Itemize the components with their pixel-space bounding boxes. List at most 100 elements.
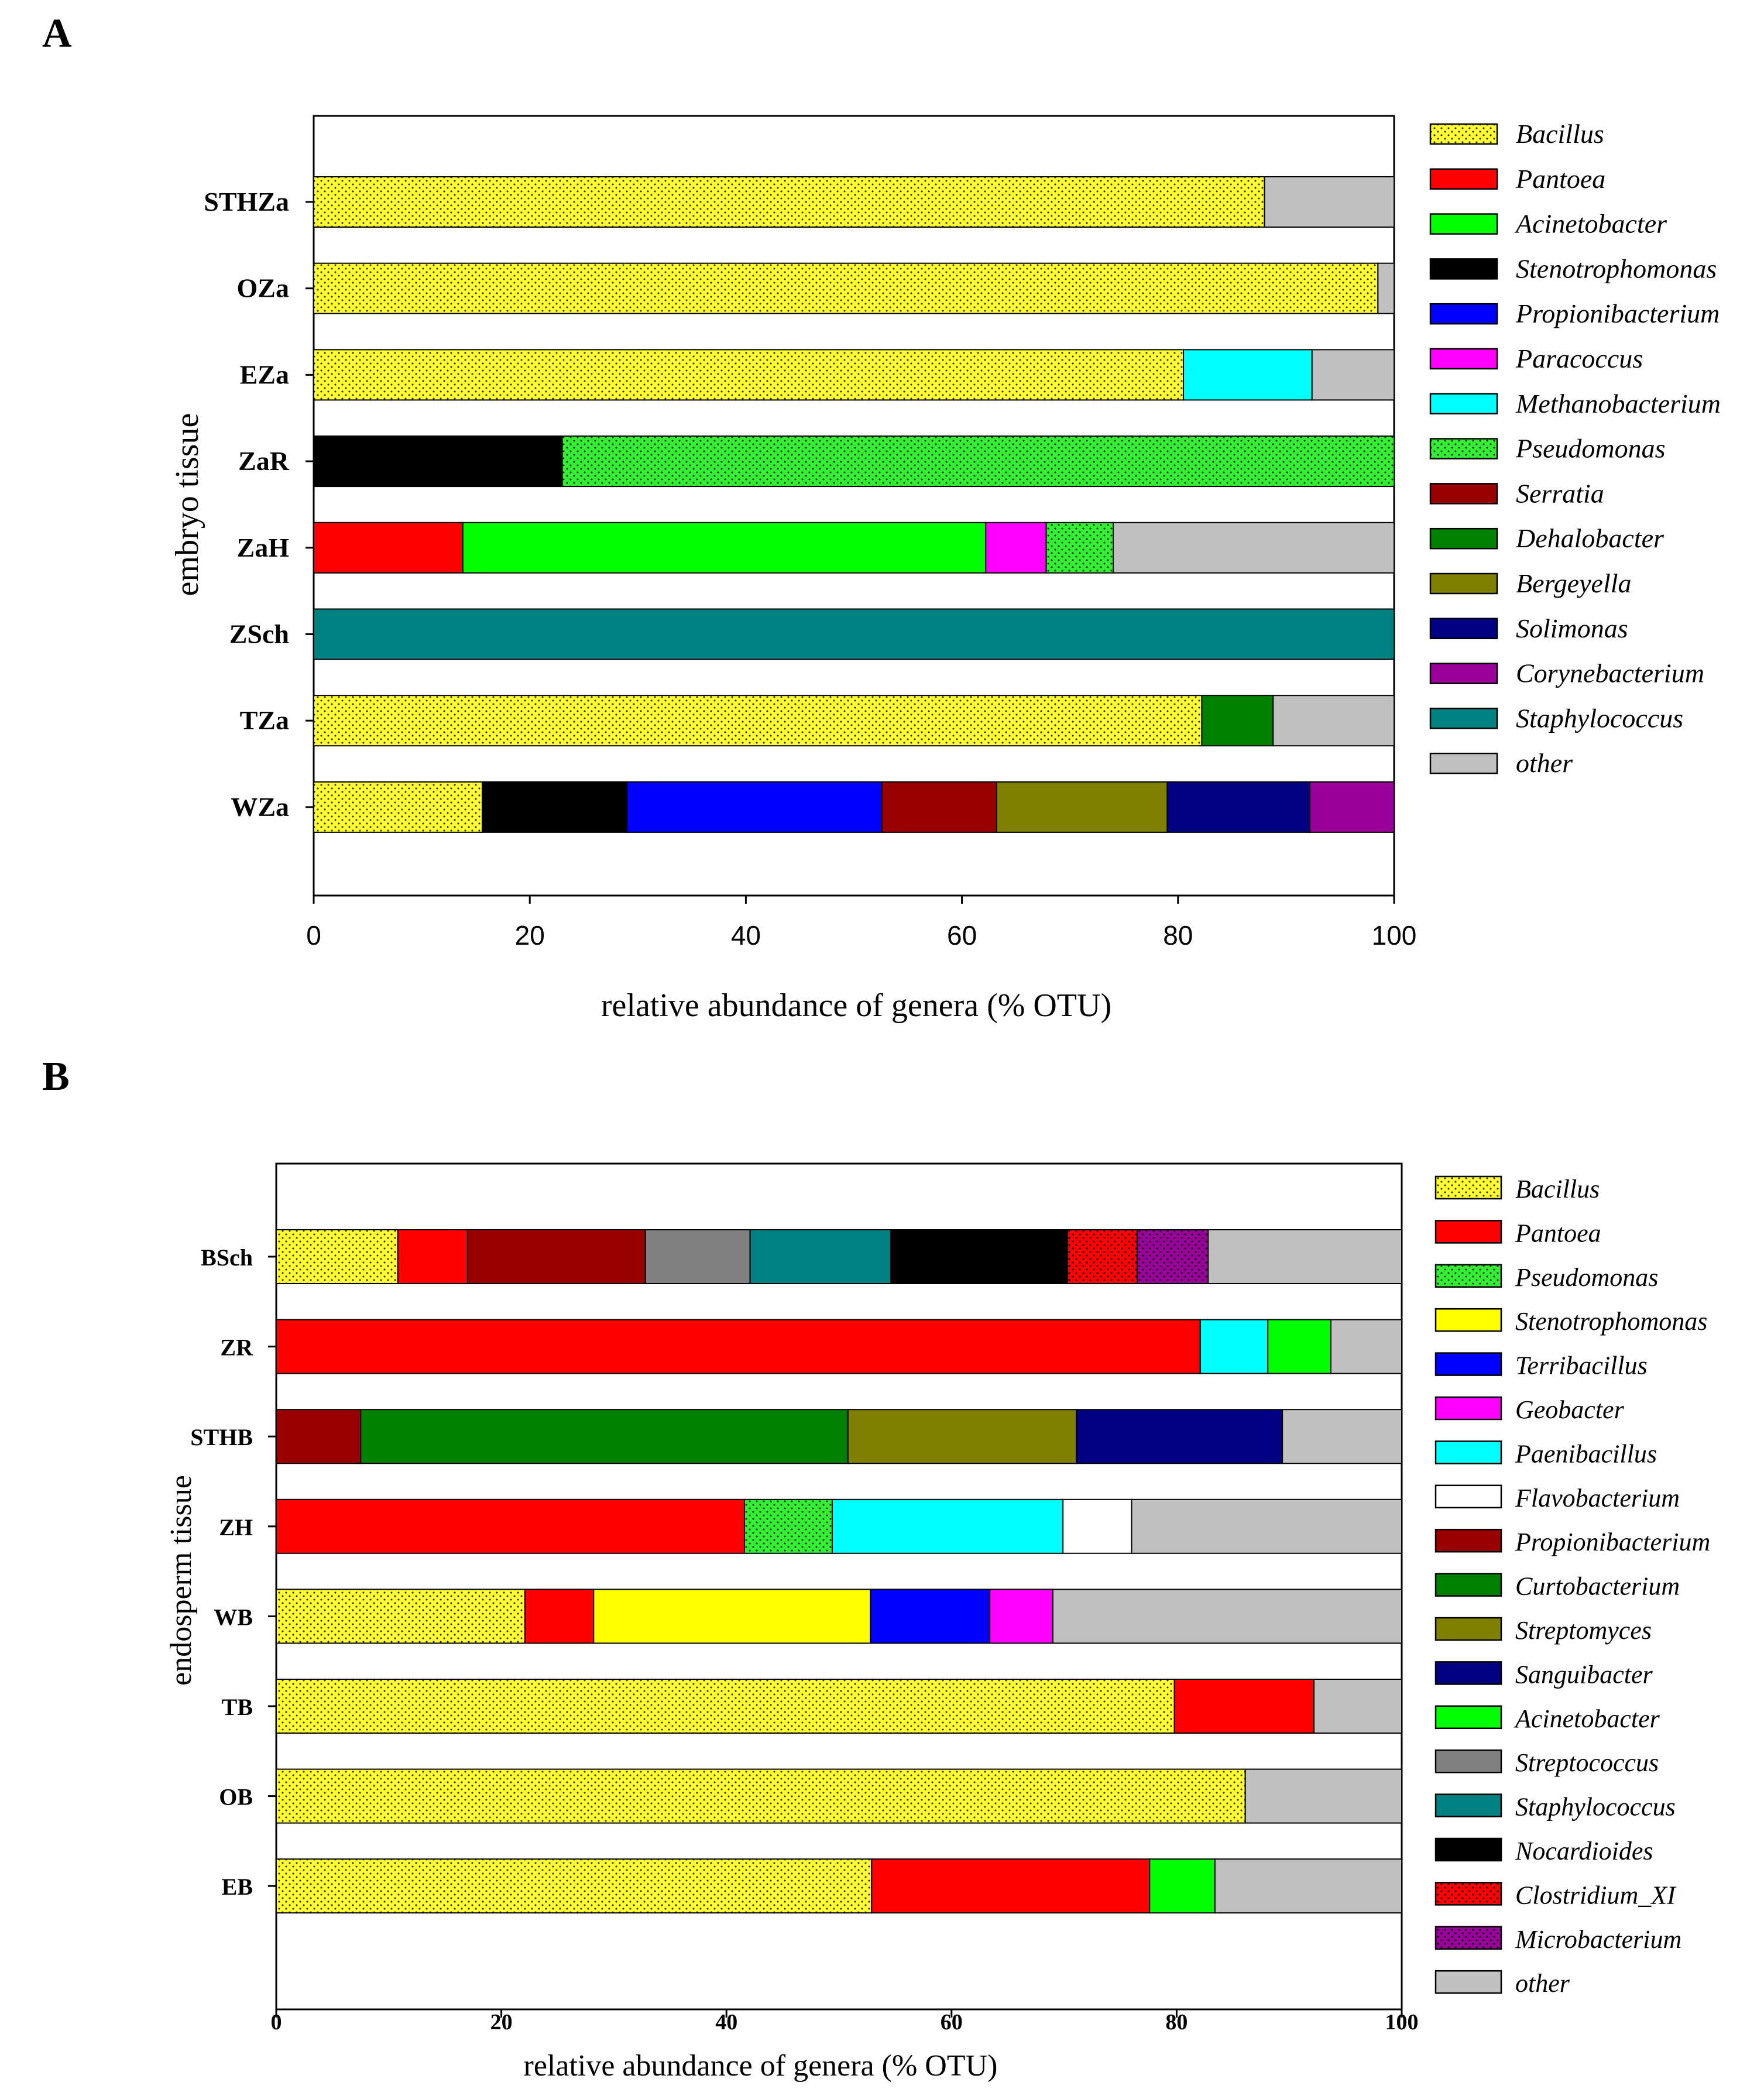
legend-label-bergeyella: Bergeyella — [1516, 568, 1632, 598]
legend-swatch-streptococcus — [1434, 1749, 1502, 1773]
bar-tb-bacillus — [276, 1679, 1175, 1734]
legend-swatch-pantoea — [1434, 1220, 1502, 1244]
bar-bsch-bacillus — [276, 1229, 399, 1284]
bar-zar-pseudomonas — [561, 435, 1395, 488]
bar-eza-other — [1311, 349, 1395, 401]
bar-wza-solimonas — [1166, 781, 1311, 833]
bar-wb-geobacter — [989, 1589, 1053, 1644]
legend-swatch-serratia — [1429, 483, 1498, 505]
bar-sthb-propionibacterium — [276, 1409, 362, 1464]
bar-zh-other — [1131, 1498, 1402, 1554]
legend-swatch-methanobacterium — [1429, 393, 1498, 415]
legend-label-streptococcus: Streptococcus — [1515, 1748, 1659, 1777]
bar-wb-terribacillus — [870, 1589, 991, 1644]
legend-swatch-paenibacillus — [1434, 1440, 1502, 1464]
bar-wza-propionibacterium — [626, 781, 883, 833]
category-label-eb: EB — [222, 1874, 253, 1900]
legend-swatch-microbacterium — [1434, 1926, 1502, 1950]
bar-wb-other — [1052, 1589, 1402, 1644]
bar-bsch-other — [1207, 1229, 1402, 1284]
category-label-zar: ZaR — [238, 446, 290, 476]
legend-swatch-stenotrophomonas — [1434, 1308, 1502, 1332]
bar-zr-pantoea — [276, 1319, 1201, 1374]
bar-zh-pantoea — [276, 1498, 745, 1554]
x-tick-label-100: 100 — [1372, 920, 1417, 951]
legend-label-acinetobacter: Acinetobacter — [1514, 209, 1667, 239]
panel-b-letter: B — [42, 1054, 70, 1099]
x-tick-label-80: 80 — [1165, 2010, 1188, 2035]
legend-swatch-staphylococcus — [1434, 1793, 1502, 1817]
legend-label-paenibacillus: Paenibacillus — [1515, 1439, 1657, 1468]
x-tick-label-20: 20 — [515, 920, 545, 951]
bar-sthza-other — [1264, 176, 1395, 228]
bar-oza-bacillus — [313, 262, 1379, 314]
plot-frame — [313, 115, 1395, 897]
panel-a-chart: STHZa OZa EZa ZaR ZaH ZSch TZa WZa 0 20 40 60 80 100 r… — [169, 115, 1721, 1024]
bar-bsch-clostridium-xi — [1066, 1229, 1138, 1284]
legend-label-staphylococcus: Staphylococcus — [1516, 703, 1683, 733]
bar-tb-pantoea — [1173, 1679, 1315, 1734]
legend-swatch-bacillus — [1434, 1175, 1502, 1200]
bar-bsch-microbacterium — [1137, 1229, 1209, 1284]
y-axis-title: endosperm tissue — [164, 1475, 198, 1686]
legend-swatch-geobacter — [1434, 1396, 1502, 1421]
bar-zh-paenibacillus — [831, 1498, 1064, 1554]
bar-bsch-streptococcus — [644, 1229, 751, 1284]
legend-label-sanguibacter: Sanguibacter — [1515, 1660, 1653, 1689]
legend-swatch-nocardioides — [1434, 1837, 1502, 1862]
x-tick-label-0: 0 — [271, 2010, 282, 2035]
x-tick-label-60: 60 — [941, 2010, 963, 2035]
x-axis-title: relative abundance of genera (% OTU) — [524, 2049, 998, 2083]
bar-zsch-staphylococcus — [313, 608, 1395, 660]
bar-wza-stenotrophomonas — [481, 781, 628, 833]
legend-label-solimonas: Solimonas — [1516, 613, 1628, 643]
bar-eb-other — [1214, 1858, 1402, 1914]
legend-label-paracoccus: Paracoccus — [1515, 344, 1643, 373]
legend-swatch-streptomyces — [1434, 1617, 1502, 1641]
legend-label-bacillus: Bacillus — [1515, 1175, 1600, 1203]
legend-label-other: other — [1516, 748, 1573, 778]
bar-tb-other — [1313, 1679, 1403, 1734]
category-label-zah: ZaH — [237, 533, 290, 562]
legend-swatch-pseudomonas — [1434, 1264, 1502, 1288]
bar-zah-pantoea — [313, 522, 464, 574]
bar-eb-acinetobacter — [1149, 1858, 1216, 1914]
bar-zah-pseudomonas — [1045, 522, 1114, 574]
x-axis-title: relative abundance of genera (% OTU) — [601, 987, 1111, 1024]
legend-label-propionibacterium: Propionibacterium — [1515, 1528, 1710, 1556]
legend-swatch-flavobacterium — [1434, 1484, 1502, 1509]
bar-zar-stenotrophomonas — [313, 435, 563, 488]
legend-label-pseudomonas: Pseudomonas — [1515, 1263, 1658, 1292]
category-label-wza: WZa — [231, 792, 289, 822]
legend-label-curtobacterium: Curtobacterium — [1515, 1572, 1680, 1601]
bar-bsch-staphylococcus — [749, 1229, 891, 1284]
legend-swatch-solimonas — [1429, 618, 1498, 640]
bar-eb-bacillus — [276, 1858, 873, 1914]
bar-oza-other — [1377, 262, 1395, 314]
legend-label-methanobacterium: Methanobacterium — [1515, 389, 1721, 418]
legend-swatch-other — [1434, 1970, 1502, 1994]
bar-sthb-sanguibacter — [1076, 1409, 1283, 1464]
bar-wza-bacillus — [313, 781, 483, 833]
legend-swatch-bergeyella — [1429, 572, 1498, 595]
legend-swatch-clostridium-xi — [1434, 1882, 1502, 1906]
legend-label-corynebacterium: Corynebacterium — [1516, 658, 1704, 688]
legend-swatch-bacillus — [1429, 123, 1498, 145]
legend-label-staphylococcus: Staphylococcus — [1515, 1793, 1676, 1821]
bar-sthza-bacillus — [313, 176, 1265, 228]
bar-wza-corynebacterium — [1309, 781, 1395, 833]
legend-label-propionibacterium: Propionibacterium — [1515, 299, 1720, 328]
x-tick-label-100: 100 — [1385, 2010, 1419, 2035]
category-label-zsch: ZSch — [229, 619, 289, 649]
x-tick-label-20: 20 — [490, 2010, 513, 2035]
bar-wb-stenotrophomonas — [593, 1589, 871, 1644]
legend-swatch-dehalobacter — [1429, 527, 1498, 550]
bar-zah-other — [1113, 522, 1395, 574]
category-label-bsch: BSch — [201, 1244, 253, 1271]
legend-swatch-pantoea — [1429, 168, 1498, 190]
bar-ob-bacillus — [276, 1768, 1246, 1824]
bar-bsch-pantoea — [397, 1229, 468, 1284]
legend-label-geobacter: Geobacter — [1515, 1395, 1625, 1424]
legend-swatch-paracoccus — [1429, 348, 1498, 370]
legend-label-nocardioides: Nocardioides — [1515, 1837, 1653, 1865]
